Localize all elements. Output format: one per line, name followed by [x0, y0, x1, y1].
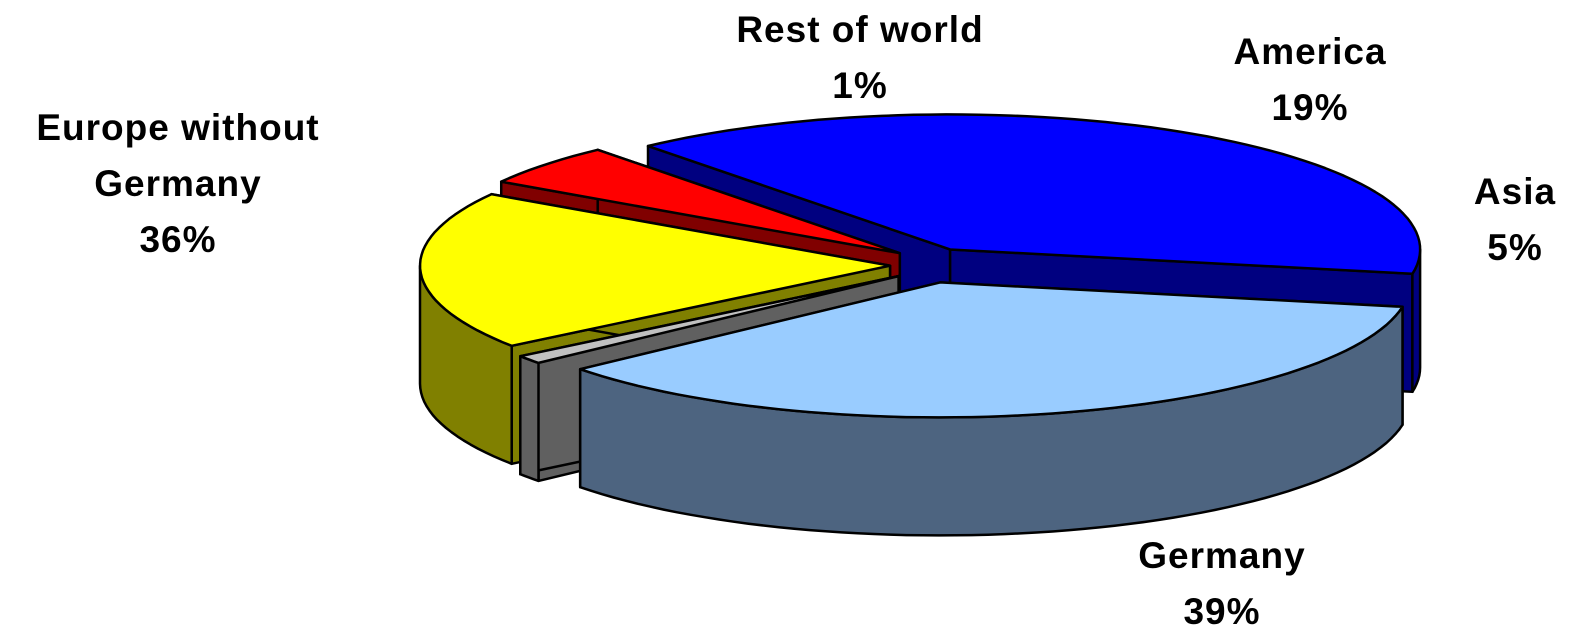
category-label: Asia: [1474, 171, 1556, 212]
slices-layer: [418, 113, 1422, 537]
category-label: Europe without: [36, 107, 319, 148]
value-label: 36%: [139, 219, 216, 260]
value-label: 39%: [1183, 591, 1260, 632]
slice-top: [519, 274, 900, 365]
value-label: 19%: [1271, 87, 1348, 128]
category-label: America: [1233, 31, 1386, 72]
value-label: 1%: [832, 65, 887, 106]
category-label: Germany: [1138, 535, 1305, 576]
category-label: Rest of world: [736, 9, 983, 50]
slice-label: Germany 39%: [1138, 535, 1305, 632]
slice-europe-without-germany: [578, 281, 1404, 537]
value-label: 5%: [1487, 227, 1542, 268]
slice-label: Asia 5%: [1474, 171, 1556, 268]
slice-top: [418, 192, 892, 348]
slice-outer-wall: [519, 354, 540, 483]
slice-label: Europe without Germany 36%: [36, 107, 319, 260]
labels-layer: Germany 39% Europe without Germany 36% Rest o…: [36, 9, 1556, 632]
slice-label: Rest of world 1%: [736, 9, 983, 106]
slice-label: America 19%: [1233, 31, 1386, 128]
category-label: Germany: [94, 163, 261, 204]
slice-top: [578, 281, 1404, 419]
slice-top: [499, 148, 902, 255]
slice-top: [646, 113, 1422, 276]
